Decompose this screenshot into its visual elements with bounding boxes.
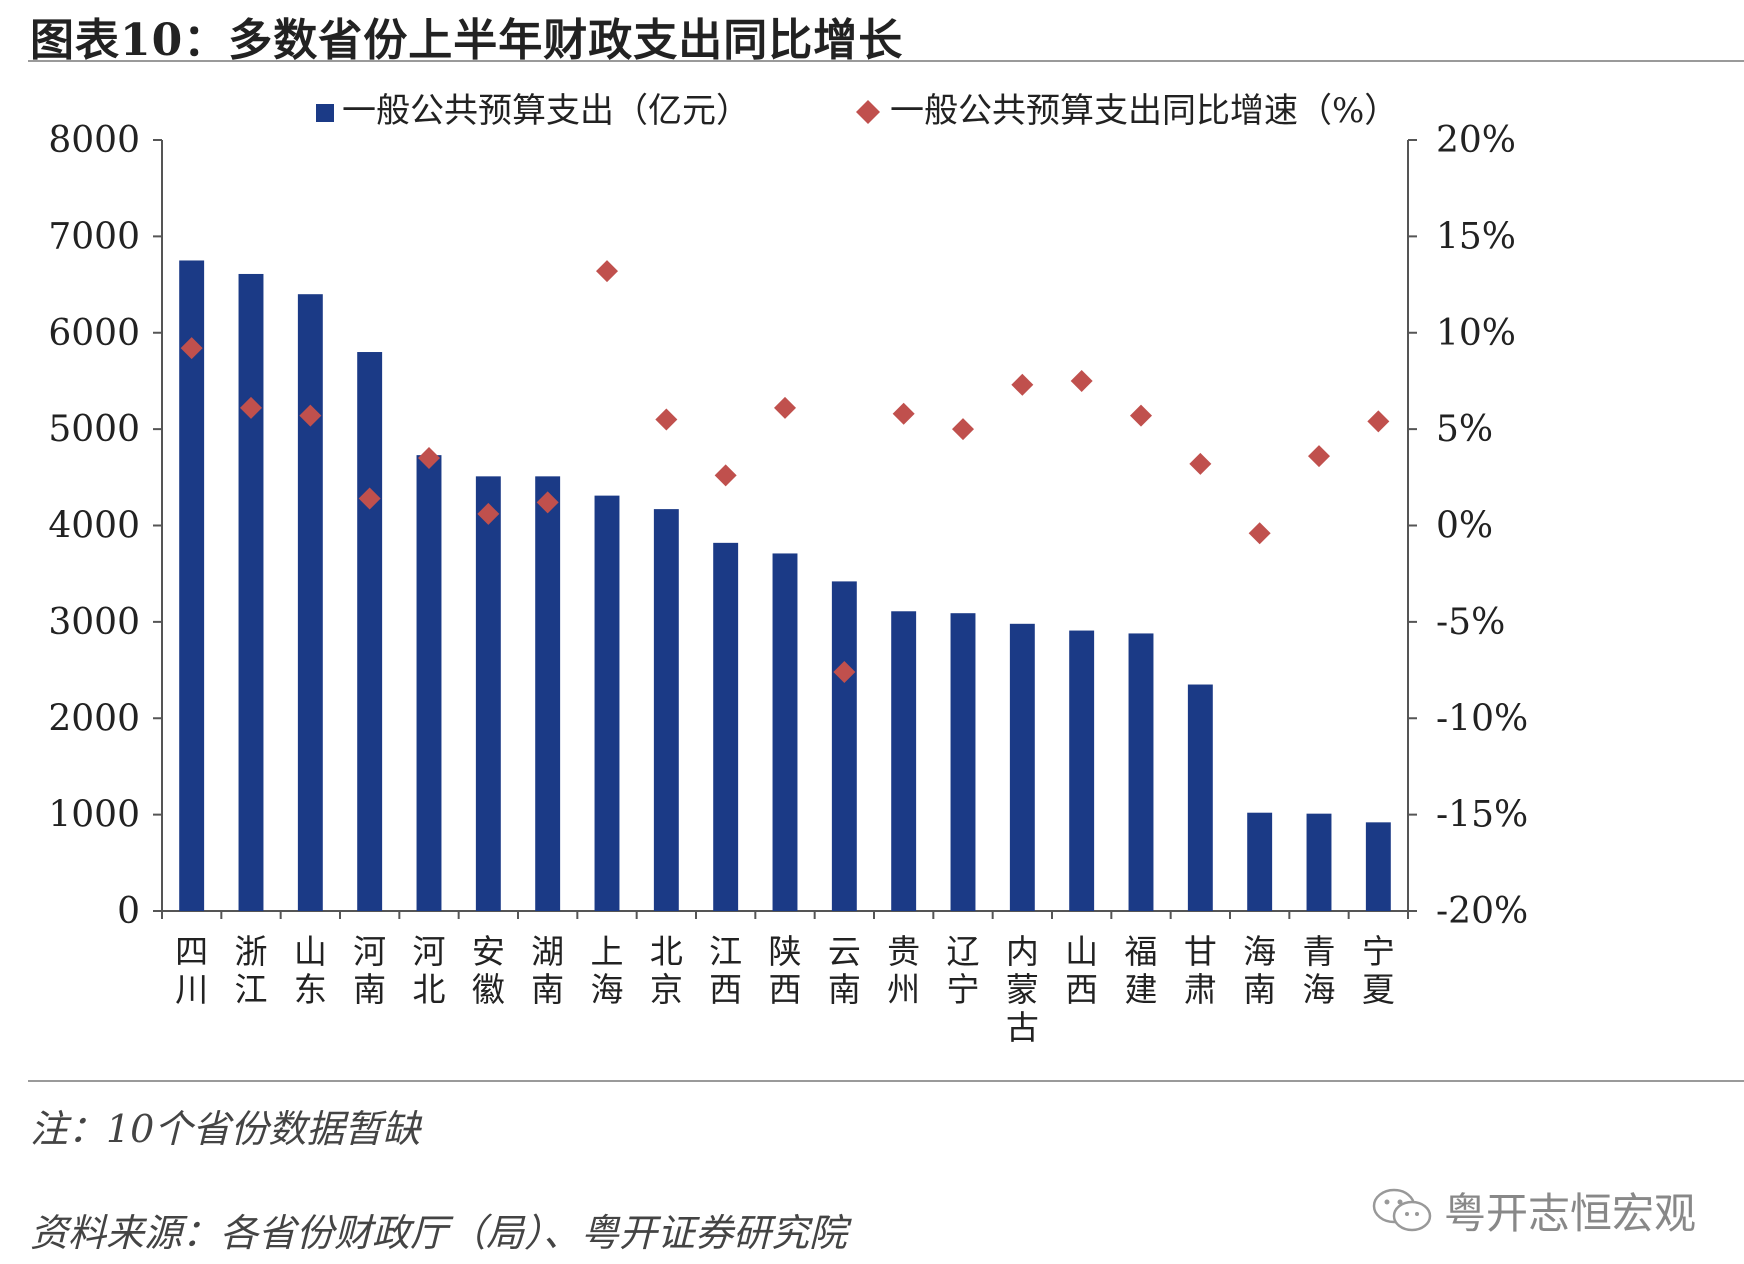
bar	[1128, 633, 1154, 911]
right-tick-label: -20%	[1436, 891, 1528, 932]
growth-point	[952, 418, 974, 441]
left-tick-label: 4000	[48, 506, 140, 547]
chart-title: 图表10：多数省份上半年财政支出同比增长	[30, 15, 904, 66]
footnote: 注：10个省份数据暂缺	[30, 1107, 421, 1151]
growth-point	[1367, 410, 1390, 433]
left-tick-label: 1000	[48, 795, 140, 836]
bar	[1306, 813, 1332, 911]
category-label: 云南	[828, 932, 861, 1009]
category-label: 山东	[294, 932, 327, 1009]
bar	[1069, 630, 1095, 911]
category-label: 安徽	[472, 932, 505, 1009]
growth-point	[418, 447, 440, 470]
wechat-icon	[1372, 1188, 1432, 1231]
category-label: 宁夏	[1362, 932, 1395, 1009]
category-label: 湖南	[531, 932, 564, 1009]
growth-point	[536, 491, 559, 514]
bar	[1247, 812, 1273, 911]
growth-point	[240, 396, 262, 419]
bar	[475, 476, 501, 911]
title-divider	[28, 60, 1744, 62]
left-tick-label: 8000	[48, 120, 140, 161]
left-tick-label: 3000	[48, 602, 140, 643]
right-tick-label: 10%	[1436, 313, 1516, 354]
growth-point	[774, 396, 796, 419]
growth-point	[1308, 445, 1330, 468]
bar	[891, 611, 917, 911]
legend-bar-label: 一般公共预算支出（亿元）	[342, 91, 750, 131]
bar	[238, 273, 264, 911]
growth-point	[180, 337, 203, 360]
category-label: 山西	[1065, 932, 1098, 1009]
category-label: 辽宁	[947, 932, 980, 1009]
category-label: 陕西	[769, 932, 802, 1009]
bar	[594, 495, 620, 911]
growth-point	[833, 660, 856, 683]
category-label: 江西	[709, 932, 742, 1009]
right-tick-label: -15%	[1436, 795, 1528, 836]
growth-point	[596, 260, 618, 283]
bar	[1009, 623, 1035, 911]
growth-point	[477, 502, 500, 525]
watermark-text: 粤开志恒宏观	[1444, 1189, 1697, 1238]
category-label: 河北	[413, 932, 446, 1009]
category-label: 四川	[175, 932, 208, 1009]
bar	[1365, 822, 1391, 911]
bar	[831, 581, 857, 911]
growth-point	[299, 404, 322, 427]
left-tick-label: 6000	[48, 313, 140, 354]
left-tick-label: 5000	[48, 409, 140, 450]
right-tick-label: 20%	[1436, 120, 1516, 161]
category-label: 北京	[650, 932, 683, 1009]
right-tick-label: 5%	[1436, 409, 1493, 450]
growth-point	[655, 408, 678, 431]
source-note: 资料来源：各省份财政厅（局）、粤开证券研究院	[30, 1211, 848, 1255]
legend-bar-swatch	[316, 104, 334, 122]
right-tick-label: -10%	[1436, 698, 1528, 739]
left-tick-label: 0	[117, 891, 140, 932]
legend-point-label: 一般公共预算支出同比增速（%）	[890, 91, 1398, 131]
growth-point	[358, 487, 381, 510]
bar	[357, 352, 383, 911]
right-tick-label: 0%	[1436, 506, 1493, 547]
left-tick-label: 7000	[48, 216, 140, 257]
category-label: 青海	[1303, 932, 1336, 1009]
category-label: 海南	[1243, 932, 1276, 1009]
category-label: 浙江	[235, 932, 268, 1009]
category-label: 福建	[1125, 932, 1158, 1009]
bar	[1187, 684, 1213, 911]
watermark: 粤开志恒宏观	[1370, 1180, 1696, 1241]
chart: 0 1000 2000 3000 4000 5000 6000 7000 8000 -20% -15…	[48, 91, 1528, 1047]
category-label: 甘肃	[1184, 932, 1217, 1009]
footer-divider	[28, 1080, 1744, 1082]
growth-point	[1070, 369, 1093, 392]
legend-point-swatch	[856, 100, 880, 124]
growth-point	[714, 464, 737, 487]
growth-point	[892, 402, 915, 425]
bar	[297, 294, 323, 911]
bar	[950, 613, 976, 911]
bar	[772, 553, 798, 911]
bar	[713, 542, 739, 911]
bar	[179, 260, 205, 911]
right-tick-label: -5%	[1436, 602, 1505, 643]
category-label: 贵州	[887, 932, 920, 1009]
bar	[535, 476, 561, 911]
growth-point	[1011, 373, 1034, 396]
bar	[653, 509, 679, 911]
left-tick-label: 2000	[48, 698, 140, 739]
growth-point	[1130, 404, 1152, 427]
category-label: 上海	[591, 932, 624, 1009]
category-label: 内蒙古	[1006, 932, 1039, 1047]
right-tick-label: 15%	[1436, 216, 1516, 257]
category-label: 河南	[353, 932, 386, 1009]
growth-point	[1248, 522, 1271, 545]
bar	[416, 455, 442, 911]
growth-point	[1189, 452, 1212, 475]
